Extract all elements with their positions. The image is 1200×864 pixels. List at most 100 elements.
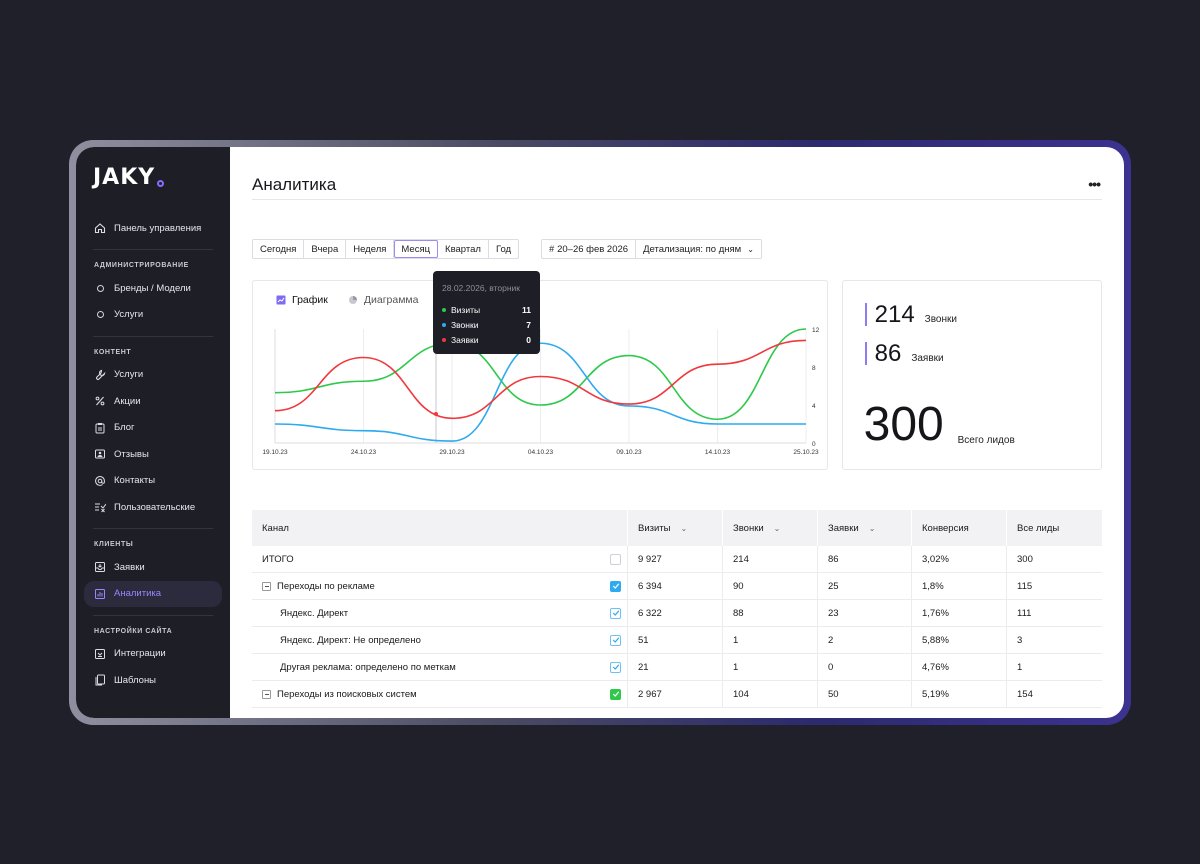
col-requests[interactable]: Заявки ⌄ — [818, 510, 912, 546]
sidebar-section-title: КОНТЕНТ — [94, 348, 132, 356]
filters-bar: Сегодня Вчера Неделя Месяц Квартал Год #… — [252, 239, 1102, 259]
sidebar-item-blog[interactable]: Блог — [84, 415, 222, 441]
page-title: Аналитика — [252, 175, 337, 194]
sidebar-item-promotions[interactable]: Акции — [84, 388, 222, 414]
detail-dropdown[interactable]: Детализация: по дням ⌄ — [635, 240, 761, 258]
table-cell: 115 — [1017, 580, 1033, 592]
tooltip-label: Заявки — [451, 334, 479, 345]
table-cell: 21 — [628, 654, 723, 680]
period-yesterday[interactable]: Вчера — [304, 240, 347, 258]
row-checkbox[interactable] — [610, 553, 621, 565]
integration-icon — [94, 648, 106, 660]
col-channel: Канал — [252, 510, 628, 546]
sidebar-item-analytics[interactable]: Аналитика — [84, 580, 222, 607]
sidebar-item-label: Аналитика — [114, 588, 162, 599]
sidebar-item-contacts[interactable]: Контакты — [84, 468, 222, 494]
period-quarter[interactable]: Квартал — [438, 240, 489, 258]
logo-dot-icon — [157, 180, 165, 187]
period-today[interactable]: Сегодня — [253, 240, 305, 258]
chevron-down-icon: ⌄ — [680, 523, 688, 533]
table-cell: 2 967 — [628, 681, 723, 707]
table-cell: 2 — [818, 627, 912, 653]
sidebar-item-templates[interactable]: Шаблоны — [84, 667, 222, 693]
table-cell: 1 — [723, 654, 818, 680]
collapse-icon[interactable] — [262, 689, 271, 699]
row-checkbox[interactable] — [610, 688, 621, 700]
sidebar-item-label: Блог — [114, 422, 135, 433]
table-row[interactable]: Яндекс. Директ 6 322 88 23 1,76% 111 — [252, 600, 1102, 627]
row-checkbox[interactable] — [610, 580, 621, 592]
sidebar-item-brands[interactable]: Бренды / Модели — [84, 275, 222, 301]
sidebar-item-integrations[interactable]: Интеграции — [84, 641, 222, 667]
x-tick-label: 25.10.23 — [793, 449, 819, 456]
sidebar-item-admin-services[interactable]: Услуги — [84, 302, 222, 328]
tab-diagram[interactable]: Диаграмма — [348, 294, 418, 306]
tab-graph[interactable]: График — [276, 294, 328, 306]
period-month[interactable]: Месяц — [394, 240, 439, 258]
sidebar-item-dashboard[interactable]: Панель управления — [84, 215, 222, 241]
tooltip-row: Звонки 7 — [442, 317, 531, 332]
logo-text: JAKY — [93, 165, 156, 190]
divider — [93, 614, 213, 616]
sidebar-item-reviews[interactable]: Отзывы — [84, 441, 222, 467]
table-cell: 1,8% — [912, 573, 1007, 599]
sidebar-item-label: Контакты — [114, 475, 156, 486]
table-row[interactable]: Другая реклама: определено по меткам 21 1 0… — [252, 654, 1102, 681]
sidebar-item-custom[interactable]: Пользовательские — [84, 494, 222, 520]
channel-name-wrap: Переходы по рекламе — [262, 581, 375, 592]
line-chart-icon — [276, 295, 286, 305]
stat-value: 86 — [874, 340, 902, 367]
row-checkbox[interactable] — [610, 634, 621, 646]
sidebar-item-services[interactable]: Услуги — [84, 362, 222, 388]
line-chart[interactable]: 12 8 4 0 19.10.23 24.10.23 29.10.23 04.10.23 09.… — [253, 281, 830, 471]
col-visits[interactable]: Визиты ⌄ — [628, 510, 723, 546]
table-row[interactable]: Переходы по рекламе 6 394 90 25 1,8% 115 — [252, 573, 1102, 600]
channel-cell: Переходы из поисковых систем — [252, 681, 628, 707]
row-checkbox[interactable] — [610, 607, 621, 619]
sidebar-item-label: Панель управления — [114, 222, 202, 234]
period-week[interactable]: Неделя — [346, 240, 395, 258]
chevron-down-icon: ⌄ — [868, 523, 876, 533]
collapse-icon[interactable] — [262, 581, 271, 591]
channel-cell: Яндекс. Директ: Не определено — [252, 627, 628, 653]
sidebar-item-label: Шаблоны — [114, 674, 157, 686]
table-cell: 25 — [818, 573, 912, 599]
channel-name-wrap: Переходы из поисковых систем — [262, 689, 417, 700]
device-frame: JAKY Панель управления АДМИНИСТРИРОВАНИЕ… — [69, 140, 1131, 725]
table-cell: 6 394 — [628, 573, 723, 599]
sidebar-item-requests[interactable]: Заявки — [84, 554, 222, 580]
more-menu-button[interactable]: ••• — [1088, 176, 1101, 192]
col-label: Заявки — [828, 522, 859, 534]
sidebar-item-label: Услуги — [114, 309, 144, 320]
table-row[interactable]: ИТОГО 9 927 214 86 3,02% 300 — [252, 546, 1102, 573]
sidebar-section-title: АДМИНИСТРИРОВАНИЕ — [94, 262, 189, 269]
table-cell: 104 — [723, 681, 818, 707]
table-row[interactable]: Яндекс. Директ: Не определено 51 1 2 5,88% 3 — [252, 627, 1102, 654]
table-cell: 4,76% — [912, 654, 1007, 680]
table-cell: 5,19% — [912, 681, 1007, 707]
date-range-text: 20–26 фев 2026 — [557, 243, 629, 255]
period-year[interactable]: Год — [495, 243, 512, 255]
at-icon — [94, 475, 106, 487]
date-range-picker[interactable]: # 20–26 фев 2026 — [542, 240, 635, 258]
sidebar: JAKY Панель управления АДМИНИСТРИРОВАНИЕ… — [76, 147, 230, 718]
total-leads-value: 300 — [863, 398, 944, 451]
tab-label: График — [292, 294, 328, 306]
clipboard-icon — [94, 422, 106, 434]
table-cell: 111 — [1017, 607, 1032, 619]
sidebar-item-label: Пользовательские — [114, 501, 196, 513]
table-row[interactable]: Переходы из поисковых систем 2 967 104 50 5,… — [252, 681, 1102, 708]
divider — [93, 249, 213, 250]
circle-icon — [94, 282, 106, 294]
logo[interactable]: JAKY — [84, 163, 222, 189]
total-leads-label: Всего лидов — [957, 435, 1015, 446]
y-tick-label: 12 — [812, 327, 820, 334]
x-tick-label: 09.10.23 — [616, 449, 642, 456]
row-checkbox[interactable] — [610, 661, 621, 673]
detail-text: Детализация: по дням — [643, 243, 742, 255]
tooltip-row: Визиты 11 — [442, 302, 531, 317]
x-tick-label: 29.10.23 — [439, 449, 465, 456]
sidebar-item-label: Отзывы — [114, 448, 149, 460]
legend-dot — [442, 307, 446, 312]
col-calls[interactable]: Звонки ⌄ — [723, 510, 818, 546]
